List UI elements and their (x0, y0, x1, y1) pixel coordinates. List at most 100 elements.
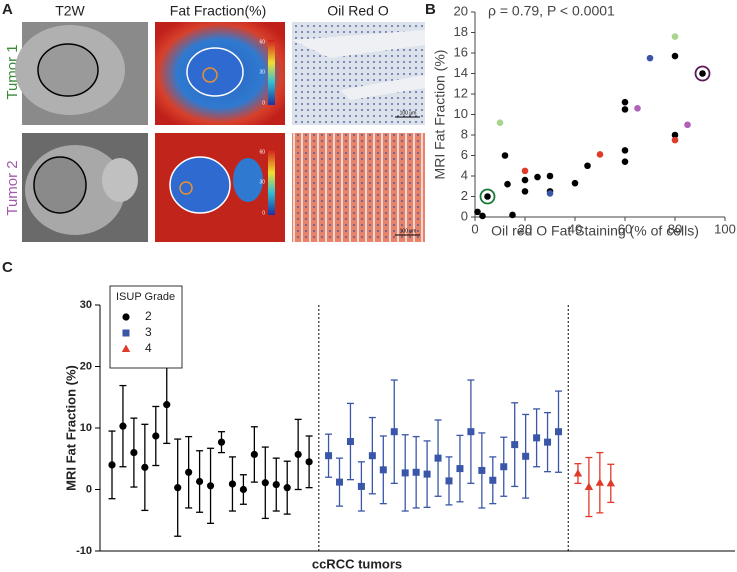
marker (152, 432, 160, 440)
point (584, 162, 591, 170)
scale-bar-label: 100 μm (400, 110, 417, 116)
point (596, 151, 604, 158)
panel-a: A T2W Fat Fraction(%) Oil Red O Tumor 1 … (2, 1, 425, 242)
panel-c: C -10 0 10 20 30 MRI Fat Fraction (%) ccRCC tum… (2, 259, 735, 571)
point (496, 119, 504, 126)
panel-label: C (2, 259, 13, 276)
point (671, 52, 679, 60)
x-tick-label: 60 (618, 221, 632, 236)
point (671, 131, 679, 139)
x-axis-label: Oil red O Fat Staining (% of cells) (491, 223, 699, 239)
marker (423, 470, 431, 478)
column-header: T2W (55, 3, 85, 19)
marker (206, 482, 215, 490)
point (521, 188, 529, 195)
marker (401, 469, 409, 477)
row-label: Tumor 2 (4, 160, 21, 215)
marker (141, 463, 149, 471)
marker (390, 428, 398, 436)
point (509, 211, 516, 219)
x-tick-label: 20 (518, 221, 532, 236)
colorbar-tick: 0 (262, 100, 265, 106)
y-axis-label: MRI Fat Fraction (%) (432, 50, 448, 180)
marker (434, 454, 442, 462)
y-tick-label: 20 (454, 3, 468, 18)
point (546, 190, 554, 197)
y-tick-label: -10 (76, 545, 92, 557)
marker (163, 401, 171, 409)
marker (533, 434, 541, 442)
point (521, 167, 529, 175)
colorbar-tick: 0 (262, 210, 265, 216)
point (504, 180, 511, 188)
marker (368, 452, 376, 460)
point (546, 172, 554, 180)
marker (456, 465, 464, 473)
y-tick-label: 4 (461, 167, 468, 182)
x-tick-label: 80 (668, 221, 682, 236)
scale-bar-label: 100 μm (400, 228, 417, 234)
y-tick-label: 14 (454, 65, 468, 80)
y-tick-label: 20 (80, 360, 92, 372)
marker (489, 476, 497, 484)
point (671, 33, 679, 40)
y-axis-label: MRI Fat Fraction (%) (63, 365, 78, 491)
point (621, 147, 629, 154)
marker (336, 478, 343, 486)
marker (522, 452, 530, 460)
y-tick-label: 0 (86, 483, 92, 495)
annotation: ρ = 0.79, P < 0.0001 (488, 3, 615, 19)
marker (544, 438, 552, 446)
x-axis-label: ccRCC tumors (312, 556, 402, 571)
x-tick-label: 0 (471, 221, 478, 236)
marker (122, 329, 130, 337)
marker (185, 468, 193, 476)
point (671, 136, 679, 144)
marker (573, 469, 583, 477)
panel-label: B (425, 1, 436, 18)
marker (357, 482, 365, 490)
marker (261, 479, 269, 487)
y-tick-label: 8 (461, 126, 468, 141)
y-tick-label: 10 (454, 106, 468, 121)
point (621, 98, 629, 106)
marker (272, 480, 280, 489)
marker (130, 449, 138, 457)
marker (174, 484, 182, 492)
x-tick-label: 100 (714, 221, 736, 236)
legend-box (109, 285, 183, 369)
marker (379, 466, 387, 474)
point (634, 105, 641, 112)
marker (595, 478, 605, 486)
panel-label: A (2, 1, 13, 18)
marker (478, 466, 486, 474)
y-tick-label: 2 (461, 188, 468, 203)
marker (412, 468, 420, 476)
marker (121, 344, 131, 352)
point (621, 106, 629, 113)
point (479, 212, 486, 220)
marker (108, 461, 116, 469)
marker (346, 438, 354, 446)
point (646, 54, 654, 62)
marker (325, 452, 333, 460)
legend-label: 4 (145, 341, 152, 355)
y-tick-label: 10 (80, 422, 92, 434)
y-tick-label: 12 (454, 85, 468, 100)
marker (606, 478, 615, 487)
point (534, 173, 541, 181)
marker (511, 441, 519, 449)
point (684, 121, 691, 129)
point (621, 158, 629, 165)
highlight-ring (479, 188, 496, 205)
marker (294, 450, 302, 459)
y-tick-label: 16 (454, 44, 468, 59)
legend-title: ISUP Grade (116, 291, 175, 303)
highlight-ring (694, 65, 711, 82)
row-label: Tumor 1 (4, 44, 21, 99)
point (571, 179, 579, 187)
column-header: Oil Red O (327, 3, 389, 19)
point (501, 152, 509, 159)
y-tick-label: 18 (454, 24, 468, 39)
